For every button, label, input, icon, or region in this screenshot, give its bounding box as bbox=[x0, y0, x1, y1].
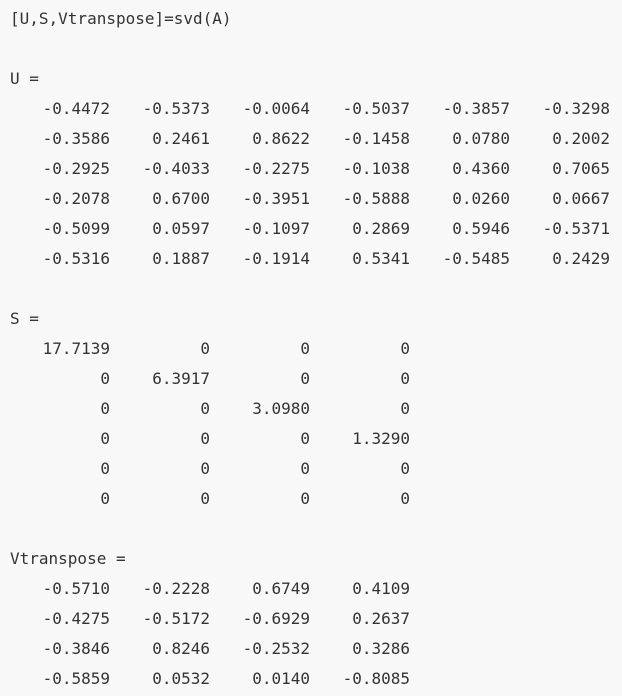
matrix-cell: -0.5371 bbox=[542, 219, 610, 238]
command-line: [U,S,Vtranspose]=svd(A) bbox=[10, 9, 232, 28]
matrix-cell: -0.1097 bbox=[242, 219, 310, 238]
matrix-cell: -0.3857 bbox=[442, 99, 510, 118]
matrix-cell: -0.3951 bbox=[242, 189, 310, 208]
matrix-row: 0 0 0 0 bbox=[0, 484, 622, 514]
matrix-cell: 0.2429 bbox=[552, 249, 610, 268]
matrix-row: 0 6.3917 0 0 bbox=[0, 364, 622, 394]
matrix-cell: 0.8246 bbox=[152, 639, 210, 658]
matrix-cell: 0 bbox=[300, 339, 310, 358]
matrix-cell: 0 bbox=[300, 429, 310, 448]
matrix-cell: 0 bbox=[100, 459, 110, 478]
matrix-cell: -0.0064 bbox=[242, 99, 310, 118]
matrix-cell: 0 bbox=[100, 429, 110, 448]
matrix-cell: 0.3286 bbox=[352, 639, 410, 658]
matrix-cell: 0.5341 bbox=[352, 249, 410, 268]
matrix-cell: 17.7139 bbox=[42, 339, 110, 358]
matrix-cell: -0.8085 bbox=[342, 669, 410, 688]
matrix-cell: -0.1458 bbox=[342, 129, 410, 148]
matrix-row: -0.4275 -0.5172 -0.6929 0.2637 bbox=[0, 604, 622, 634]
matrix-cell: 0.0140 bbox=[252, 669, 310, 688]
matrix-row: -0.5316 0.1887 -0.1914 0.5341 -0.5485 0.2429 bbox=[0, 244, 622, 274]
matrix-row: -0.4472 -0.5373 -0.0064 -0.5037 -0.3857 -0.32… bbox=[0, 94, 622, 124]
matrix-row: 0 0 0 1.3290 bbox=[0, 424, 622, 454]
matrix-cell: 0.4109 bbox=[352, 579, 410, 598]
matrix-cell: -0.5099 bbox=[42, 219, 110, 238]
matrix-vtranspose-label: Vtranspose = bbox=[10, 549, 126, 568]
matrix-cell: 0.2461 bbox=[152, 129, 210, 148]
matrix-cell: 0.6749 bbox=[252, 579, 310, 598]
matrix-cell: 0.4360 bbox=[452, 159, 510, 178]
matrix-cell: -0.2275 bbox=[242, 159, 310, 178]
matrix-cell: -0.1914 bbox=[242, 249, 310, 268]
matrix-cell: 6.3917 bbox=[152, 369, 210, 388]
matrix-cell: -0.5710 bbox=[42, 579, 110, 598]
matrix-cell: -0.5373 bbox=[142, 99, 210, 118]
matrix-cell: 0.1887 bbox=[152, 249, 210, 268]
matrix-cell: -0.5316 bbox=[42, 249, 110, 268]
matrix-row: -0.5859 0.0532 0.0140 -0.8085 bbox=[0, 664, 622, 694]
matrix-cell: 0.2869 bbox=[352, 219, 410, 238]
matrix-cell: 0 bbox=[100, 399, 110, 418]
matrix-cell: 3.0980 bbox=[252, 399, 310, 418]
matrix-cell: 0.0597 bbox=[152, 219, 210, 238]
matrix-cell: 0.8622 bbox=[252, 129, 310, 148]
matrix-cell: -0.5485 bbox=[442, 249, 510, 268]
matrix-cell: 0.0532 bbox=[152, 669, 210, 688]
matrix-cell: 0.0780 bbox=[452, 129, 510, 148]
matrix-cell: 0 bbox=[100, 369, 110, 388]
matrix-cell: -0.2532 bbox=[242, 639, 310, 658]
matrix-cell: -0.5037 bbox=[342, 99, 410, 118]
matrix-cell: 0.0667 bbox=[552, 189, 610, 208]
matrix-cell: -0.2078 bbox=[42, 189, 110, 208]
matrix-row: 0 0 3.0980 0 bbox=[0, 394, 622, 424]
matrix-cell: 0.7065 bbox=[552, 159, 610, 178]
matrix-cell: -0.3586 bbox=[42, 129, 110, 148]
matrix-row: -0.3586 0.2461 0.8622 -0.1458 0.0780 0.2002 bbox=[0, 124, 622, 154]
matrix-cell: -0.4275 bbox=[42, 609, 110, 628]
matrix-cell: 0 bbox=[400, 399, 410, 418]
matrix-cell: -0.4472 bbox=[42, 99, 110, 118]
matrix-cell: 0 bbox=[400, 339, 410, 358]
matrix-row: -0.3846 0.8246 -0.2532 0.3286 bbox=[0, 634, 622, 664]
matrix-cell: -0.6929 bbox=[242, 609, 310, 628]
matrix-cell: -0.1038 bbox=[342, 159, 410, 178]
matrix-cell: 0 bbox=[300, 369, 310, 388]
matrix-cell: -0.5888 bbox=[342, 189, 410, 208]
matrix-row: -0.2078 0.6700 -0.3951 -0.5888 0.0260 0.0667 bbox=[0, 184, 622, 214]
matrix-cell: 0 bbox=[400, 459, 410, 478]
matrix-s-label: S = bbox=[10, 309, 39, 328]
matrix-cell: 0.6700 bbox=[152, 189, 210, 208]
matrix-cell: 0 bbox=[300, 459, 310, 478]
matrix-u-label: U = bbox=[10, 69, 39, 88]
matrix-cell: -0.3298 bbox=[542, 99, 610, 118]
matrix-cell: 0 bbox=[200, 459, 210, 478]
matrix-cell: 0 bbox=[200, 399, 210, 418]
matrix-cell: -0.5859 bbox=[42, 669, 110, 688]
matrix-row: 17.7139 0 0 0 bbox=[0, 334, 622, 364]
matrix-cell: 0 bbox=[200, 429, 210, 448]
matrix-row: 0 0 0 0 bbox=[0, 454, 622, 484]
matrix-cell: 0 bbox=[200, 489, 210, 508]
matrix-cell: -0.2228 bbox=[142, 579, 210, 598]
matrix-row: -0.5710 -0.2228 0.6749 0.4109 bbox=[0, 574, 622, 604]
matrix-cell: 0 bbox=[100, 489, 110, 508]
matrix-row: -0.2925 -0.4033 -0.2275 -0.1038 0.4360 0.7065 bbox=[0, 154, 622, 184]
matrix-cell: 0.5946 bbox=[452, 219, 510, 238]
matrix-cell: -0.4033 bbox=[142, 159, 210, 178]
matrix-cell: 0 bbox=[400, 369, 410, 388]
matrix-cell: -0.3846 bbox=[42, 639, 110, 658]
matrix-cell: 1.3290 bbox=[352, 429, 410, 448]
matrix-cell: 0 bbox=[300, 489, 310, 508]
matrix-row: -0.5099 0.0597 -0.1097 0.2869 0.5946 -0.5371 bbox=[0, 214, 622, 244]
matrix-cell: -0.5172 bbox=[142, 609, 210, 628]
matrix-cell: 0.0260 bbox=[452, 189, 510, 208]
matrix-cell: 0 bbox=[400, 489, 410, 508]
matrix-cell: -0.2925 bbox=[42, 159, 110, 178]
matrix-cell: 0.2002 bbox=[552, 129, 610, 148]
matrix-cell: 0 bbox=[200, 339, 210, 358]
matrix-cell: 0.2637 bbox=[352, 609, 410, 628]
